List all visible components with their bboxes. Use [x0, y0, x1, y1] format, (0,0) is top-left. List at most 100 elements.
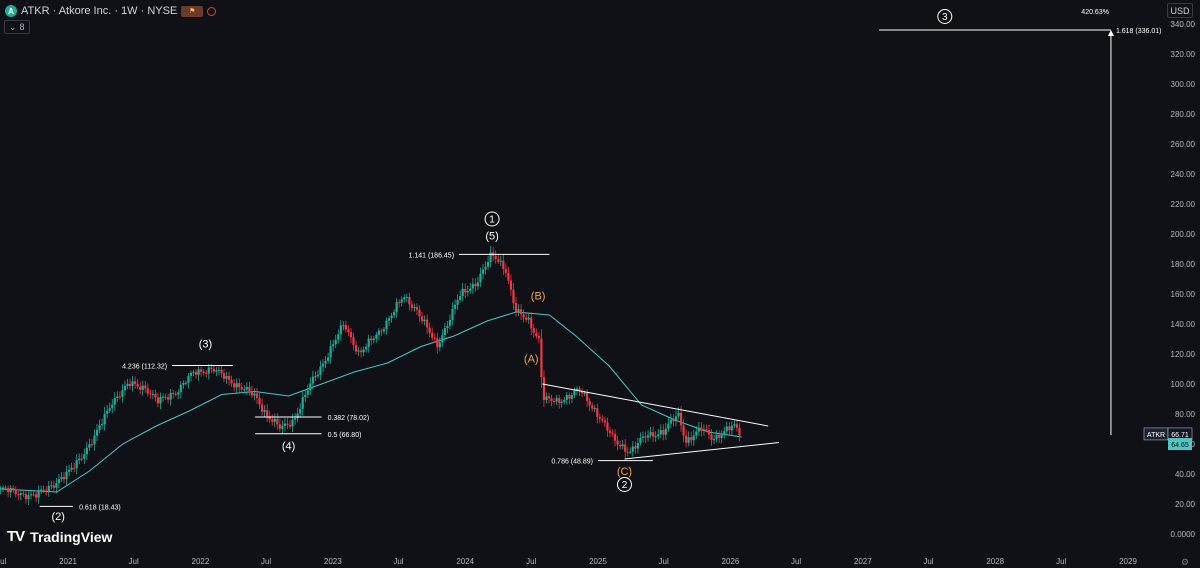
candle-body	[621, 444, 624, 447]
wave-label: (3)	[199, 339, 212, 351]
y-tick-label: 260.00	[1171, 140, 1196, 149]
candle-body	[415, 307, 419, 310]
candle-body	[108, 408, 111, 411]
y-tick-label: 100.00	[1171, 380, 1196, 389]
candle-body	[385, 320, 388, 330]
symbol-logo-icon: A	[5, 5, 17, 17]
candle-body	[700, 427, 703, 431]
candle-body	[24, 494, 28, 500]
candle-body	[327, 357, 330, 361]
candle-body	[192, 371, 195, 373]
symbol-header[interactable]: A ATKR · Atkore Inc. · 1W · NYSE ⚑	[5, 3, 217, 19]
y-tick-label: 240.00	[1171, 170, 1196, 179]
fib-level-label: 0.618 (18.43)	[79, 504, 121, 511]
candle-body	[540, 338, 543, 378]
candle-body	[339, 325, 342, 335]
candle-body	[395, 302, 398, 312]
candle-body	[332, 344, 335, 347]
candle-body	[679, 412, 683, 426]
candle-body	[606, 422, 609, 431]
candle-body	[225, 375, 228, 379]
candle-body	[400, 299, 403, 303]
x-tick-label: Jul	[261, 557, 271, 566]
indicator-count: 8	[19, 22, 25, 32]
market-status-icon	[207, 6, 217, 16]
wave-label: 2	[622, 480, 628, 491]
fib-level-label: 1.618 (336.01)	[1116, 28, 1162, 35]
candle-body	[304, 394, 307, 398]
tradingview-logo[interactable]: TV TradingView	[7, 528, 112, 545]
candle-body	[545, 396, 548, 401]
wave-label: (2)	[51, 511, 64, 523]
currency-selector[interactable]: USD	[1167, 3, 1193, 18]
candle-body	[45, 490, 48, 492]
y-tick-label: 280.00	[1171, 110, 1196, 119]
candle-body	[685, 435, 688, 443]
candle-body	[169, 392, 172, 400]
candle-body	[451, 308, 454, 320]
candle-body	[55, 483, 58, 488]
candle-body	[149, 393, 152, 395]
fib-level-label: 1.141 (186.45)	[409, 252, 455, 259]
moving-average-series	[0, 311, 742, 493]
indicators-toggle[interactable]: ⌄ 8	[4, 20, 30, 34]
candle-body	[151, 393, 154, 395]
y-axis-labels: 0.000020.0040.0060.0080.00100.00120.0014…	[1171, 20, 1196, 539]
candle-body	[720, 434, 723, 438]
candle-body	[469, 288, 472, 291]
candle-body	[230, 379, 233, 384]
candle-body	[70, 467, 73, 470]
candle-body	[263, 410, 266, 412]
candle-body	[50, 485, 53, 487]
gear-icon[interactable]: ⚙	[1181, 557, 1190, 567]
wave-label: (A)	[524, 354, 539, 366]
candle-body	[596, 408, 599, 417]
candle-body	[578, 388, 581, 391]
candle-body	[281, 425, 284, 429]
candle-body	[57, 479, 61, 484]
candle-body	[426, 319, 429, 328]
candle-body	[593, 408, 596, 410]
candle-body	[441, 335, 444, 343]
candle-body	[29, 494, 33, 496]
y-tick-label: 160.00	[1171, 290, 1196, 299]
candle-body	[619, 444, 622, 447]
candle-body	[448, 319, 452, 326]
flag-icon[interactable]: ⚑	[181, 5, 204, 17]
candle-body	[502, 260, 505, 269]
candle-body	[126, 383, 129, 386]
candle-body	[62, 476, 66, 480]
y-tick-label: 220.00	[1171, 200, 1196, 209]
candle-body	[215, 370, 218, 372]
candle-body	[205, 372, 208, 374]
candle-body	[532, 328, 535, 333]
candle-body	[182, 383, 185, 385]
candle-body	[664, 428, 667, 435]
candle-body	[624, 444, 627, 452]
symbol-title[interactable]: ATKR · Atkore Inc. · 1W · NYSE	[21, 5, 178, 17]
candle-body	[32, 494, 35, 496]
candle-body	[40, 489, 43, 491]
candle-body	[98, 425, 101, 430]
candle-body	[443, 328, 447, 336]
candle-body	[456, 299, 459, 305]
candle-body	[715, 434, 718, 440]
candle-body	[563, 399, 566, 402]
candle-body	[212, 368, 215, 372]
y-tick-label: 40.00	[1175, 470, 1196, 479]
candle-body	[106, 410, 109, 414]
candle-body	[324, 360, 327, 364]
candle-body	[17, 493, 20, 496]
x-tick-label: Jul	[659, 557, 669, 566]
candle-body	[499, 260, 502, 262]
candle-body	[273, 418, 276, 422]
candle-body	[530, 317, 533, 329]
candle-body	[347, 329, 350, 333]
candle-body	[692, 435, 695, 441]
candle-body	[156, 397, 160, 404]
candle-body	[527, 317, 530, 320]
candle-body	[301, 397, 304, 409]
wave-circle	[484, 211, 500, 227]
candle-body	[75, 460, 78, 468]
